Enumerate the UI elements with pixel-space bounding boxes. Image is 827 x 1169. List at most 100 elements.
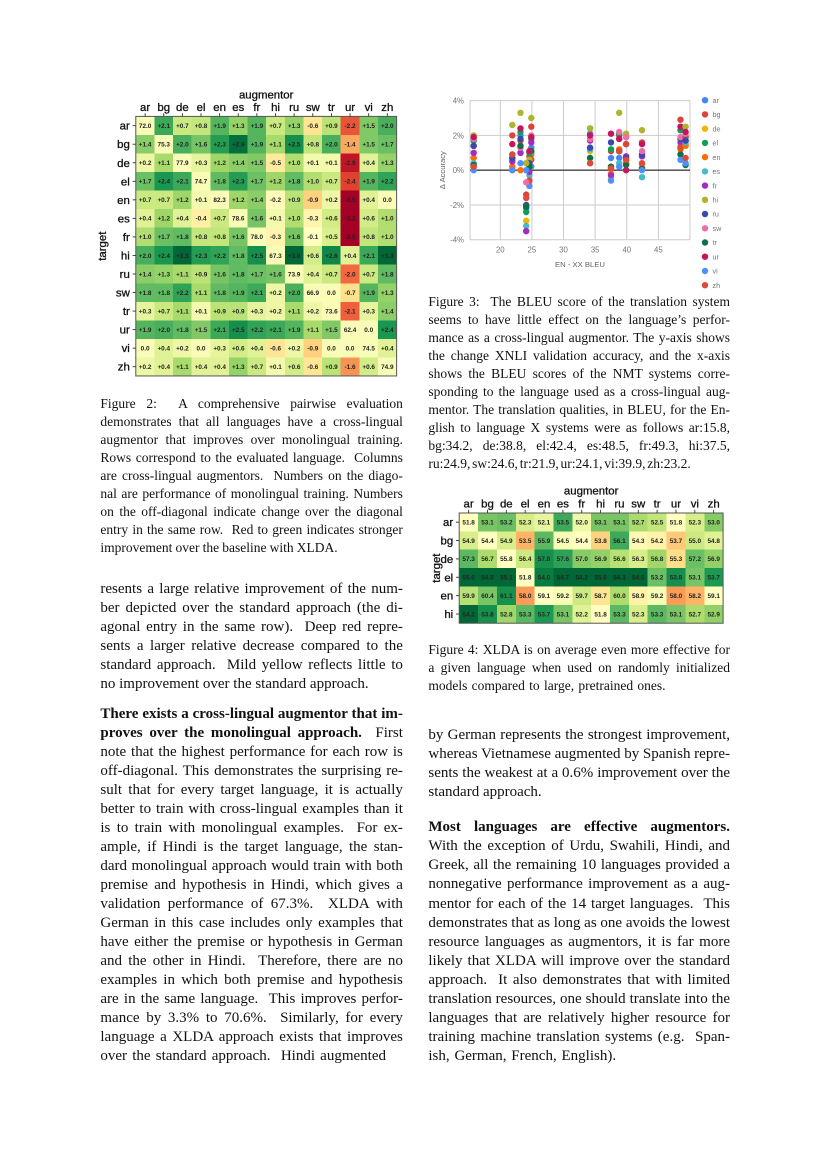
svg-text:+2.1: +2.1 xyxy=(251,290,264,297)
svg-text:+1.3: +1.3 xyxy=(381,160,394,167)
svg-text:+2.1: +2.1 xyxy=(213,327,226,334)
svg-text:53.7: 53.7 xyxy=(670,538,683,545)
svg-text:+0.7: +0.7 xyxy=(213,216,226,223)
svg-text:es: es xyxy=(118,213,130,225)
svg-text:54.7: 54.7 xyxy=(557,575,570,582)
svg-text:hi: hi xyxy=(121,250,130,262)
svg-text:+1.8: +1.8 xyxy=(139,290,152,297)
svg-text:+0.9: +0.9 xyxy=(288,197,301,204)
svg-text:+0.1: +0.1 xyxy=(325,160,338,167)
svg-text:54.9: 54.9 xyxy=(462,538,475,545)
svg-text:+1.1: +1.1 xyxy=(176,271,189,278)
svg-text:augmentor: augmentor xyxy=(564,486,619,498)
svg-text:+1.1: +1.1 xyxy=(157,160,170,167)
svg-text:53.1: 53.1 xyxy=(613,519,626,526)
svg-text:53.7: 53.7 xyxy=(538,611,551,618)
svg-text:51.8: 51.8 xyxy=(462,519,475,526)
svg-text:56.1: 56.1 xyxy=(613,538,626,545)
svg-text:vi: vi xyxy=(713,267,719,276)
svg-text:ar: ar xyxy=(713,96,720,105)
svg-text:56.9: 56.9 xyxy=(594,556,607,563)
svg-text:53.1: 53.1 xyxy=(557,611,570,618)
svg-text:52.0: 52.0 xyxy=(575,519,588,526)
svg-text:+1.9: +1.9 xyxy=(251,123,264,130)
svg-text:ru: ru xyxy=(713,210,719,219)
svg-text:+1.0: +1.0 xyxy=(139,234,152,241)
svg-text:+1.8: +1.8 xyxy=(157,290,170,297)
svg-text:-3.2: -3.2 xyxy=(345,216,356,223)
svg-text:-2.1: -2.1 xyxy=(345,308,356,315)
svg-text:+0.1: +0.1 xyxy=(195,308,208,315)
svg-text:+0.8: +0.8 xyxy=(195,234,208,241)
svg-text:+0.9: +0.9 xyxy=(232,308,245,315)
svg-text:53.8: 53.8 xyxy=(670,575,683,582)
svg-text:58.0: 58.0 xyxy=(519,593,532,600)
svg-text:54.4: 54.4 xyxy=(575,538,588,545)
svg-text:52.3: 52.3 xyxy=(519,519,532,526)
svg-text:+2.3: +2.3 xyxy=(195,253,208,260)
svg-text:+1.8: +1.8 xyxy=(176,234,189,241)
svg-text:+0.4: +0.4 xyxy=(195,364,208,371)
svg-text:+1.4: +1.4 xyxy=(251,197,264,204)
svg-text:+0.2: +0.2 xyxy=(288,345,301,352)
svg-text:-0.4: -0.4 xyxy=(195,216,206,223)
svg-text:+1.6: +1.6 xyxy=(195,142,208,149)
svg-text:+1.9: +1.9 xyxy=(362,290,375,297)
svg-text:bg: bg xyxy=(157,102,170,114)
svg-text:el: el xyxy=(444,572,453,584)
svg-text:+1.2: +1.2 xyxy=(176,197,189,204)
svg-text:vi: vi xyxy=(122,343,130,355)
svg-text:78.6: 78.6 xyxy=(232,216,245,223)
svg-text:+0.3: +0.3 xyxy=(251,308,264,315)
svg-text:+3.0: +3.0 xyxy=(288,253,301,260)
svg-text:Δ Accuracy: Δ Accuracy xyxy=(438,151,447,189)
svg-text:+1.9: +1.9 xyxy=(251,142,264,149)
svg-text:0%: 0% xyxy=(453,166,464,175)
svg-text:bg: bg xyxy=(117,139,130,151)
svg-text:+0.1: +0.1 xyxy=(306,160,319,167)
svg-text:57.2: 57.2 xyxy=(689,556,702,563)
svg-text:56.8: 56.8 xyxy=(651,556,664,563)
svg-text:56.6: 56.6 xyxy=(613,556,626,563)
svg-text:en: en xyxy=(441,591,454,603)
svg-text:40: 40 xyxy=(622,246,631,255)
svg-text:+1.4: +1.4 xyxy=(139,142,152,149)
svg-text:56.7: 56.7 xyxy=(481,556,494,563)
svg-text:+0.4: +0.4 xyxy=(306,271,319,278)
svg-text:+0.4: +0.4 xyxy=(362,160,375,167)
svg-text:en: en xyxy=(538,499,551,511)
svg-text:+0.2: +0.2 xyxy=(306,308,319,315)
svg-text:+2.9: +2.9 xyxy=(232,142,245,149)
svg-text:de: de xyxy=(441,554,454,566)
svg-text:0.0: 0.0 xyxy=(327,290,336,297)
svg-text:ur: ur xyxy=(671,499,681,511)
svg-text:+1.8: +1.8 xyxy=(288,179,301,186)
svg-text:54.2: 54.2 xyxy=(651,538,664,545)
svg-text:54.5: 54.5 xyxy=(481,575,494,582)
svg-text:+0.4: +0.4 xyxy=(381,345,394,352)
svg-text:+0.6: +0.6 xyxy=(306,253,319,260)
svg-text:20: 20 xyxy=(496,246,505,255)
svg-text:+0.3: +0.3 xyxy=(213,345,226,352)
svg-text:54.3: 54.3 xyxy=(632,538,645,545)
svg-text:+0.1: +0.1 xyxy=(269,364,282,371)
svg-text:+1.3: +1.3 xyxy=(232,364,245,371)
svg-text:tr: tr xyxy=(654,499,661,511)
svg-text:66.9: 66.9 xyxy=(307,290,320,297)
svg-text:-0.5: -0.5 xyxy=(270,160,281,167)
svg-text:52.7: 52.7 xyxy=(689,611,702,618)
svg-text:+1.6: +1.6 xyxy=(251,216,264,223)
svg-text:+2.0: +2.0 xyxy=(288,290,301,297)
svg-text:55.0: 55.0 xyxy=(689,538,702,545)
svg-text:30: 30 xyxy=(559,246,568,255)
svg-text:52.9: 52.9 xyxy=(707,611,720,618)
svg-text:ar: ar xyxy=(140,102,150,114)
svg-text:52.3: 52.3 xyxy=(689,519,702,526)
svg-text:+0.7: +0.7 xyxy=(139,197,152,204)
svg-text:zh: zh xyxy=(381,102,393,114)
svg-text:en: en xyxy=(213,102,226,114)
svg-text:ur: ur xyxy=(120,325,130,337)
svg-text:+0.4: +0.4 xyxy=(213,364,226,371)
svg-text:58.2: 58.2 xyxy=(689,593,702,600)
svg-text:el: el xyxy=(121,176,130,188)
